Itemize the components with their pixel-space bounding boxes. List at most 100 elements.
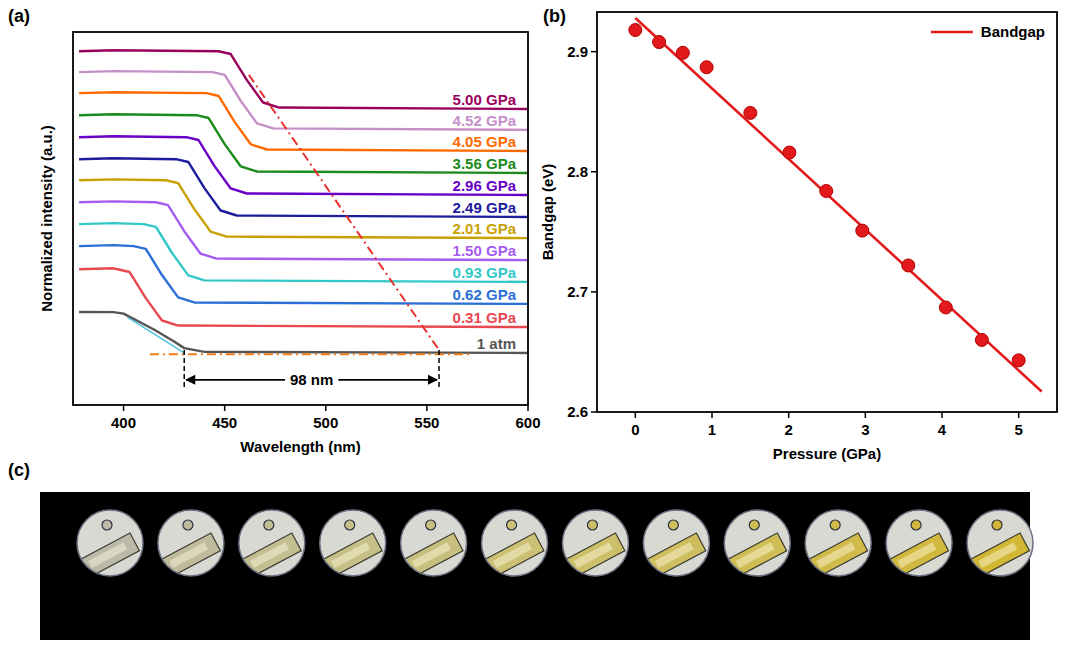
ruby [345,520,355,530]
photo [320,510,386,578]
data-point [975,333,988,346]
photo-rim [886,510,952,576]
photo [239,510,305,578]
panel-letter: (a) [8,6,30,26]
photo [562,510,628,578]
axis-title: Wavelength (nm) [240,438,360,455]
photo [401,510,467,578]
span-line [183,350,185,390]
photo-rim [562,510,628,576]
label-patch [285,370,338,389]
tick-label: 400 [111,414,136,431]
photo [158,510,224,578]
tick-label: 2.8 [567,163,588,180]
tick-label: 450 [212,414,237,431]
crystal-shine [493,542,532,568]
tick [591,291,597,293]
guide-line [249,75,439,350]
tick-label: 0 [631,421,639,438]
legend-label: Bandgap [981,23,1045,40]
crystal [402,533,463,578]
figure: (a)98 nm5.00 GPa4.52 GPa4.05 GPa3.56 GPa… [0,0,1067,646]
tick-label: 4 [938,421,947,438]
data-point [653,36,666,49]
arrow-head [428,375,438,385]
crystal [645,533,706,578]
crystal-shine [250,542,289,568]
tick-label: 550 [414,414,439,431]
axis-title: Normalized intensity (a.u.) [38,125,55,312]
photo-rim [967,510,1033,576]
tick [591,171,597,173]
series-label: 0.62 GPa [453,286,517,303]
tick [865,412,867,418]
crystal-shine [655,542,694,568]
ruby [992,520,1002,530]
ruby [749,520,759,530]
ruby [507,520,517,530]
tick [325,405,327,411]
tick [591,51,597,53]
crystal-shine [88,542,127,568]
tick [941,412,943,418]
axis-title: Pressure (GPa) [773,445,881,462]
photo-rim [320,510,386,576]
tick-label: 2.9 [567,43,588,60]
photo-strip [40,492,1030,640]
tick [591,411,597,413]
photo-rim [239,510,305,576]
photo [77,510,143,578]
tick-label: 2.6 [567,403,588,420]
data-point [1012,354,1025,367]
tick [788,412,790,418]
ruby [587,520,597,530]
crystal-shine [897,542,936,568]
tick [527,405,529,411]
crystal [483,533,544,578]
photo-rim [158,510,224,576]
ruby [102,520,112,530]
tick [711,412,713,418]
series-label: 2.49 GPa [453,199,517,216]
photo-rim [482,510,548,576]
ruby [668,520,678,530]
photo-rim [805,510,871,576]
tick-label: 2.7 [567,283,588,300]
crystal [969,533,1030,578]
photo-rim [77,510,143,576]
plot-area [79,50,528,390]
tick-label: 1 [708,421,716,438]
ruby [830,520,840,530]
photo [643,510,709,578]
crystal [160,533,221,578]
photo [482,510,548,578]
ruby [911,520,921,530]
guide-line [150,353,470,355]
guide-line [128,317,185,353]
tick [224,405,226,411]
frame [597,12,1057,412]
tick [426,405,428,411]
crystal [888,533,949,578]
crystal-shine [412,542,451,568]
tick-label: 5 [1014,421,1022,438]
tick [1018,412,1020,418]
data-point [939,301,952,314]
tick [635,412,637,418]
photo [724,510,790,578]
tick-label: 2 [784,421,792,438]
crystal [79,533,140,578]
axis-title: Bandgap (eV) [539,164,556,261]
annotation: 98 nm [290,371,333,388]
crystal-shine [574,542,613,568]
span-line [438,350,440,390]
series-label: 1 atm [477,335,516,352]
data-point [676,46,689,59]
crystal [322,533,383,578]
photo-rim [643,510,709,576]
photo-rim [401,510,467,576]
tick-label: 500 [313,414,338,431]
photo [805,510,871,578]
arrow-head [185,375,195,385]
panel-letter: (c) [8,460,30,480]
